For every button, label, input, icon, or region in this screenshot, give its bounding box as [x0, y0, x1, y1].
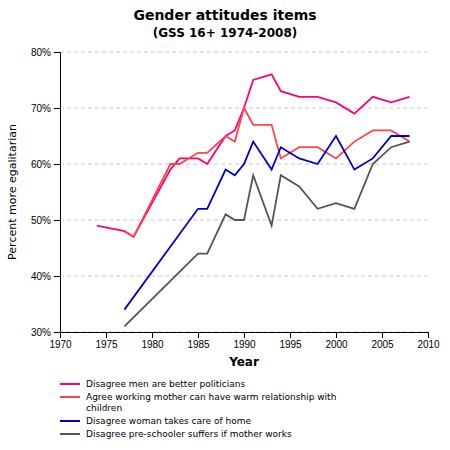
- y-tick: 60%: [31, 159, 60, 170]
- plot: 1970 1975 1980 1985 1990 1995 2000 2005 2010 30% 4…: [6, 47, 440, 369]
- legend-swatch: [60, 433, 80, 435]
- x-tick: 2005: [371, 332, 394, 350]
- legend-label: Disagree men are better politicians: [86, 379, 245, 389]
- legend-swatch: [60, 396, 80, 398]
- x-tick: 2010: [417, 332, 440, 350]
- legend-label: Disagree pre-schooler suffers if mother …: [86, 429, 292, 439]
- y-tick-label: 60%: [31, 159, 51, 170]
- x-tick-label: 1975: [95, 339, 118, 350]
- y-tick-mark: [54, 108, 60, 109]
- y-tick-label: 80%: [31, 47, 51, 58]
- x-tick: 1995: [279, 332, 302, 350]
- x-tick-label: 1990: [233, 339, 256, 350]
- x-tick-label: 1970: [49, 339, 72, 350]
- x-tick-mark: [290, 332, 291, 338]
- x-tick: 1990: [233, 332, 256, 350]
- x-axis-line: [61, 333, 429, 339]
- y-axis-line: [54, 53, 61, 333]
- legend-item: Disagree pre-schooler suffers if mother …: [60, 429, 292, 439]
- x-tick: 1975: [95, 332, 118, 350]
- y-tick: 30%: [31, 327, 60, 338]
- y-tick: 70%: [31, 103, 60, 114]
- y-tick: 80%: [31, 47, 60, 58]
- series-line: [124, 108, 409, 237]
- x-tick-label: 1985: [187, 339, 210, 350]
- x-tick: 1985: [187, 332, 210, 350]
- x-tick-label: 2010: [417, 339, 440, 350]
- title: Gender attitudes items: [133, 7, 316, 23]
- y-tick: 40%: [31, 271, 60, 282]
- legend-label: Agree working mother can have warm relat…: [86, 392, 336, 413]
- x-tick-label: 1995: [279, 339, 302, 350]
- x-tick-label: 2005: [371, 339, 394, 350]
- legend-item: Agree working mother can have warm relat…: [60, 392, 336, 413]
- lines: [97, 74, 410, 326]
- series-line: [97, 74, 410, 236]
- x-tick-mark: [198, 332, 199, 338]
- y-tick-label: 30%: [31, 327, 51, 338]
- x-tick-mark: [152, 332, 153, 338]
- y-tick: 50%: [31, 215, 60, 226]
- grid: [60, 52, 428, 332]
- grid-line: [60, 52, 428, 53]
- series-line: [124, 142, 409, 327]
- x-tick-mark: [244, 332, 245, 338]
- y-tick-mark: [54, 220, 60, 221]
- x-tick-mark: [428, 332, 429, 338]
- legend-item: Disagree men are better politicians: [60, 379, 245, 389]
- x-axis-title: Year: [228, 355, 259, 369]
- y-axis-title: Percent more egalitarian: [6, 124, 19, 260]
- legend-label: Disagree woman takes care of home: [86, 416, 251, 426]
- legend-swatch: [60, 420, 80, 422]
- y-axis: 30% 40% 50% 60% 70% 80%: [31, 47, 61, 338]
- subtitle: (GSS 16+ 1974-2008): [153, 26, 297, 40]
- legend-swatch: [60, 383, 80, 385]
- y-tick-mark: [54, 332, 60, 333]
- y-tick-label: 40%: [31, 271, 51, 282]
- x-tick-mark: [382, 332, 383, 338]
- y-tick-label: 70%: [31, 103, 51, 114]
- legend-item: Disagree woman takes care of home: [60, 416, 251, 426]
- x-tick-mark: [336, 332, 337, 338]
- x-tick: 1980: [141, 332, 164, 350]
- chart: Gender attitudes items (GSS 16+ 1974-2008…: [0, 0, 450, 450]
- grid-line: [60, 276, 428, 277]
- x-tick: 2000: [325, 332, 348, 350]
- x-tick-label: 1980: [141, 339, 164, 350]
- y-tick-mark: [54, 52, 60, 53]
- y-tick-mark: [54, 276, 60, 277]
- y-tick-mark: [54, 164, 60, 165]
- legend: Disagree men are better politicians Agree…: [60, 379, 336, 439]
- y-tick-label: 50%: [31, 215, 51, 226]
- x-tick: 1970: [49, 332, 72, 350]
- x-tick-label: 2000: [325, 339, 348, 350]
- x-axis: 1970 1975 1980 1985 1990 1995 2000 2005 2010: [49, 332, 440, 350]
- x-tick-mark: [106, 332, 107, 338]
